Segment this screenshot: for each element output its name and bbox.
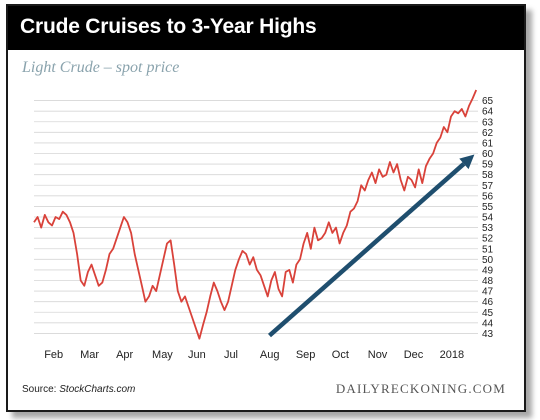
x-tick-label: Aug bbox=[260, 349, 280, 361]
y-tick-label: 48 bbox=[482, 276, 494, 287]
y-tick-label: 51 bbox=[482, 244, 494, 255]
x-tick-label: Feb bbox=[44, 349, 63, 361]
y-tick-label: 55 bbox=[482, 202, 494, 213]
y-tick-label: 56 bbox=[482, 191, 494, 202]
series-layer bbox=[33, 89, 478, 340]
source-note: Source: StockCharts.com bbox=[22, 384, 135, 395]
chart-subtitle: Light Crude – spot price bbox=[22, 59, 180, 76]
x-tick-label: Mar bbox=[80, 349, 99, 361]
y-axis: 4344454647484950515253545556575859606162… bbox=[482, 96, 494, 340]
x-tick-label: Sep bbox=[296, 349, 316, 361]
chart-title: Crude Cruises to 3-Year Highs bbox=[20, 15, 317, 38]
x-tick-label: Nov bbox=[368, 349, 388, 361]
x-tick-label: Dec bbox=[404, 349, 424, 361]
y-tick-label: 44 bbox=[482, 318, 494, 329]
title-bar: Crude Cruises to 3-Year Highs bbox=[8, 6, 524, 50]
y-tick-label: 65 bbox=[482, 96, 494, 107]
y-tick-label: 64 bbox=[482, 107, 494, 118]
y-tick-label: 58 bbox=[482, 170, 494, 181]
price-chart: 4344454647484950515253545556575859606162… bbox=[33, 89, 494, 361]
source-name: StockCharts.com bbox=[59, 384, 136, 395]
source-prefix: Source: bbox=[22, 384, 60, 395]
x-axis: Feb Mar Apr May Jun Jul Aug Sep Oct Nov Dec 2018 bbox=[44, 349, 464, 361]
trend-arrow-head bbox=[459, 154, 475, 170]
y-tick-label: 43 bbox=[482, 329, 494, 340]
y-tick-label: 52 bbox=[482, 234, 494, 245]
y-tick-label: 59 bbox=[482, 160, 494, 171]
gridlines bbox=[34, 100, 478, 334]
x-tick-label: Jun bbox=[188, 349, 206, 361]
y-tick-label: 47 bbox=[482, 287, 494, 298]
y-tick-label: 45 bbox=[482, 308, 494, 319]
y-tick-label: 62 bbox=[482, 128, 494, 139]
y-tick-label: 50 bbox=[482, 255, 494, 266]
y-tick-label: 61 bbox=[482, 138, 494, 149]
chart-card: Crude Cruises to 3-Year Highs Light Crud… bbox=[6, 4, 526, 412]
x-tick-label: May bbox=[152, 349, 173, 361]
annotation-layer bbox=[267, 154, 475, 338]
x-tick-label: 2018 bbox=[440, 349, 464, 361]
y-tick-label: 46 bbox=[482, 297, 494, 308]
y-tick-label: 57 bbox=[482, 181, 494, 192]
brand-text: DAILYRECKONING.COM bbox=[335, 381, 506, 396]
price-line bbox=[33, 89, 478, 340]
trend-arrow-shaft bbox=[267, 162, 466, 338]
y-tick-label: 54 bbox=[482, 213, 494, 224]
x-tick-label: Oct bbox=[332, 349, 349, 361]
x-tick-label: Jul bbox=[224, 349, 238, 361]
y-tick-label: 63 bbox=[482, 117, 494, 128]
y-tick-label: 53 bbox=[482, 223, 494, 234]
y-tick-label: 60 bbox=[482, 149, 494, 160]
x-tick-label: Apr bbox=[116, 349, 133, 361]
y-tick-label: 49 bbox=[482, 265, 494, 276]
